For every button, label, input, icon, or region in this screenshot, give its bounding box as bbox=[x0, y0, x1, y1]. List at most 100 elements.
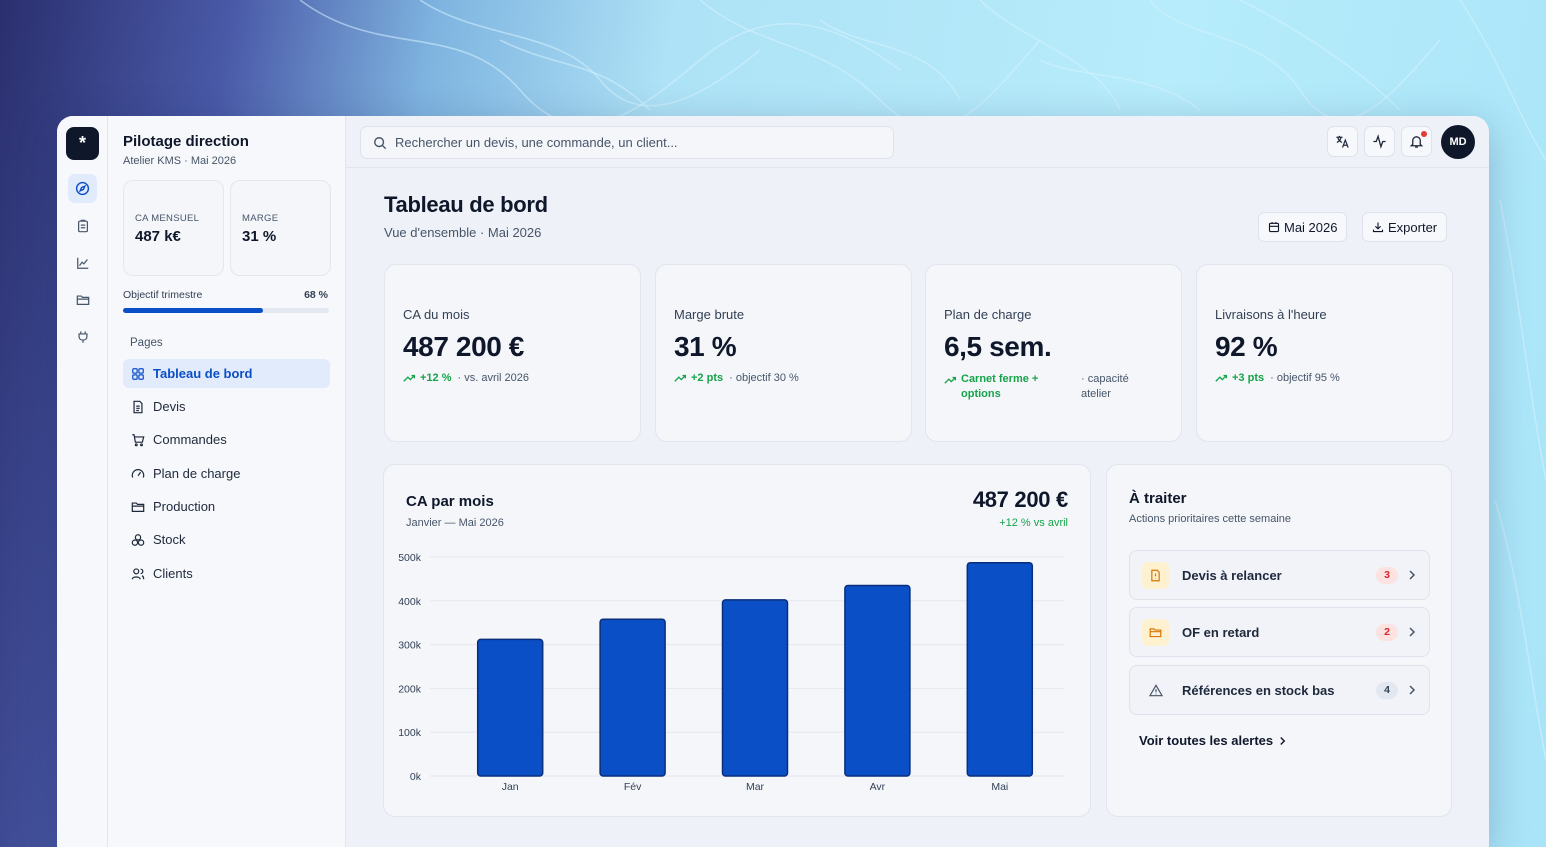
todo-item-label: Devis à relancer bbox=[1182, 567, 1282, 583]
sidebar-item-devis[interactable]: Devis bbox=[123, 392, 330, 421]
sidebar: Pilotage direction Atelier KMS · Mai 202… bbox=[108, 116, 346, 847]
stat-label: Livraisons à l'heure bbox=[1215, 307, 1327, 322]
chevron-right-icon bbox=[1280, 736, 1286, 745]
main-content: Tableau de bord Vue d'ensemble · Mai 202… bbox=[346, 168, 1489, 847]
clipboard-icon[interactable] bbox=[68, 211, 97, 240]
x-tick-label: Fév bbox=[624, 781, 642, 793]
icon-rail: * bbox=[57, 116, 108, 847]
kpi-value: 31 % bbox=[242, 228, 277, 245]
chart-line-icon[interactable] bbox=[68, 248, 97, 277]
avatar[interactable]: MD bbox=[1441, 125, 1475, 159]
see-all-alerts-link[interactable]: Voir toutes les alertes bbox=[1139, 733, 1286, 748]
sidebar-subtitle: Atelier KMS · Mai 2026 bbox=[123, 155, 237, 167]
y-tick-label: 200k bbox=[398, 683, 422, 695]
todo-item-of-en-retard[interactable]: OF en retard 2 bbox=[1129, 607, 1430, 657]
notifications-button[interactable] bbox=[1401, 126, 1432, 157]
count-badge: 4 bbox=[1376, 681, 1398, 699]
folder-icon[interactable] bbox=[68, 285, 97, 314]
search-icon bbox=[373, 136, 387, 150]
y-tick-label: 100k bbox=[398, 727, 422, 739]
compass-icon[interactable] bbox=[68, 174, 97, 203]
objective-label: Objectif trimestre bbox=[123, 289, 203, 301]
chevron-right-icon bbox=[1408, 570, 1416, 580]
trend-up-icon bbox=[403, 372, 416, 387]
stat-delta: +3 pts · objectif 95 % bbox=[1215, 372, 1340, 387]
kpi-label: CA MENSUEL bbox=[135, 213, 200, 224]
chart-total-delta: +12 % vs avril bbox=[999, 517, 1068, 529]
sidebar-item-tableau-de-bord[interactable]: Tableau de bord bbox=[123, 359, 330, 388]
sidebar-item-label: Plan de charge bbox=[153, 466, 241, 481]
app-window: * Pilotage direction Atelier KMS · Mai 2… bbox=[57, 116, 1489, 847]
sidebar-item-label: Devis bbox=[153, 399, 186, 414]
bell-icon bbox=[1409, 134, 1424, 149]
users-icon bbox=[131, 567, 153, 581]
todo-item-label: Références en stock bas bbox=[1182, 682, 1335, 698]
plug-icon[interactable] bbox=[68, 322, 97, 351]
stat-delta: +2 pts · objectif 30 % bbox=[674, 372, 799, 387]
bar-avr[interactable] bbox=[844, 584, 911, 777]
export-label: Exporter bbox=[1388, 219, 1438, 235]
stat-delta: Carnet ferme + options · capacité atelie… bbox=[944, 372, 1151, 402]
todo-item-references-stock-bas[interactable]: Références en stock bas 4 bbox=[1129, 665, 1430, 715]
sidebar-item-stock[interactable]: Stock bbox=[123, 525, 330, 554]
chart-subtitle: Janvier — Mai 2026 bbox=[406, 517, 504, 529]
sidebar-item-label: Stock bbox=[153, 532, 186, 547]
x-tick-label: Mar bbox=[746, 781, 765, 793]
search-input[interactable]: Rechercher un devis, une commande, un cl… bbox=[360, 126, 894, 159]
calendar-icon bbox=[1268, 221, 1284, 233]
y-tick-label: 400k bbox=[398, 596, 422, 608]
period-button[interactable]: Mai 2026 bbox=[1258, 212, 1348, 242]
export-button[interactable]: Exporter bbox=[1362, 212, 1448, 242]
gauge-icon bbox=[131, 467, 153, 481]
folder-icon bbox=[1142, 618, 1169, 646]
bar-jan[interactable] bbox=[476, 638, 544, 777]
sidebar-item-label: Tableau de bord bbox=[153, 366, 253, 381]
kpi-card-marge: MARGE 31 % bbox=[230, 180, 331, 276]
grid-icon bbox=[131, 367, 153, 381]
kpi-label: MARGE bbox=[242, 213, 279, 224]
document-icon bbox=[131, 400, 153, 414]
todo-item-devis-a-relancer[interactable]: Devis à relancer 3 bbox=[1129, 550, 1430, 600]
stat-delta-value: +12 % bbox=[420, 372, 452, 384]
sidebar-item-clients[interactable]: Clients bbox=[123, 559, 330, 588]
x-tick-label: Avr bbox=[870, 781, 886, 793]
todo-subtitle: Actions prioritaires cette semaine bbox=[1129, 513, 1292, 525]
translate-button[interactable] bbox=[1327, 126, 1358, 157]
sidebar-item-production[interactable]: Production bbox=[123, 492, 330, 521]
objective-value: 68 % bbox=[304, 289, 328, 301]
x-tick-label: Mai bbox=[991, 781, 1008, 793]
count-badge: 3 bbox=[1376, 566, 1398, 584]
app-logo[interactable]: * bbox=[66, 127, 99, 160]
stat-delta-note: · objectif 95 % bbox=[1270, 372, 1340, 384]
chart-title: CA par mois bbox=[406, 493, 494, 510]
chart-card-ca-par-mois: 0k 100k 200k 300k 400k 500k Jan Fév Mar Avr Mai CA… bbox=[383, 464, 1091, 817]
stat-delta-value: +2 pts bbox=[691, 372, 724, 384]
stat-value: 92 % bbox=[1215, 331, 1278, 362]
stat-card-ca: CA du mois 487 200 € +12 % · vs. avril 2… bbox=[384, 264, 641, 442]
bar-fév[interactable] bbox=[599, 618, 666, 777]
y-tick-label: 500k bbox=[398, 552, 422, 564]
stat-delta-note: · vs. avril 2026 bbox=[457, 372, 530, 384]
chart-total: 487 200 € bbox=[972, 487, 1068, 512]
sidebar-item-commandes[interactable]: Commandes bbox=[123, 425, 330, 454]
stat-card-livraisons: Livraisons à l'heure 92 % +3 pts · objec… bbox=[1196, 264, 1453, 442]
stat-delta-note: · capacité atelier bbox=[1081, 373, 1129, 400]
sidebar-item-label: Production bbox=[153, 499, 216, 514]
stat-card-marge: Marge brute 31 % +2 pts · objectif 30 % bbox=[655, 264, 912, 442]
kpi-card-ca: CA MENSUEL 487 k€ bbox=[123, 180, 224, 276]
todo-card: À traiter Actions prioritaires cette sem… bbox=[1106, 464, 1452, 817]
folder-icon bbox=[131, 500, 153, 514]
bar-mar[interactable] bbox=[721, 599, 789, 777]
activity-button[interactable] bbox=[1364, 126, 1395, 157]
sidebar-item-label: Clients bbox=[153, 566, 193, 581]
sidebar-item-plan-de-charge[interactable]: Plan de charge bbox=[123, 459, 330, 488]
trend-up-icon bbox=[944, 374, 957, 389]
stat-card-plan-de-charge: Plan de charge 6,5 sem. Carnet ferme + o… bbox=[925, 264, 1182, 442]
stat-value: 487 200 € bbox=[403, 331, 524, 362]
alert-doc-icon bbox=[1142, 561, 1169, 589]
count-badge: 2 bbox=[1376, 623, 1398, 641]
pages-section-label: Pages bbox=[130, 337, 163, 349]
bar-mai[interactable] bbox=[966, 561, 1034, 777]
kpi-value: 487 k€ bbox=[135, 228, 181, 245]
